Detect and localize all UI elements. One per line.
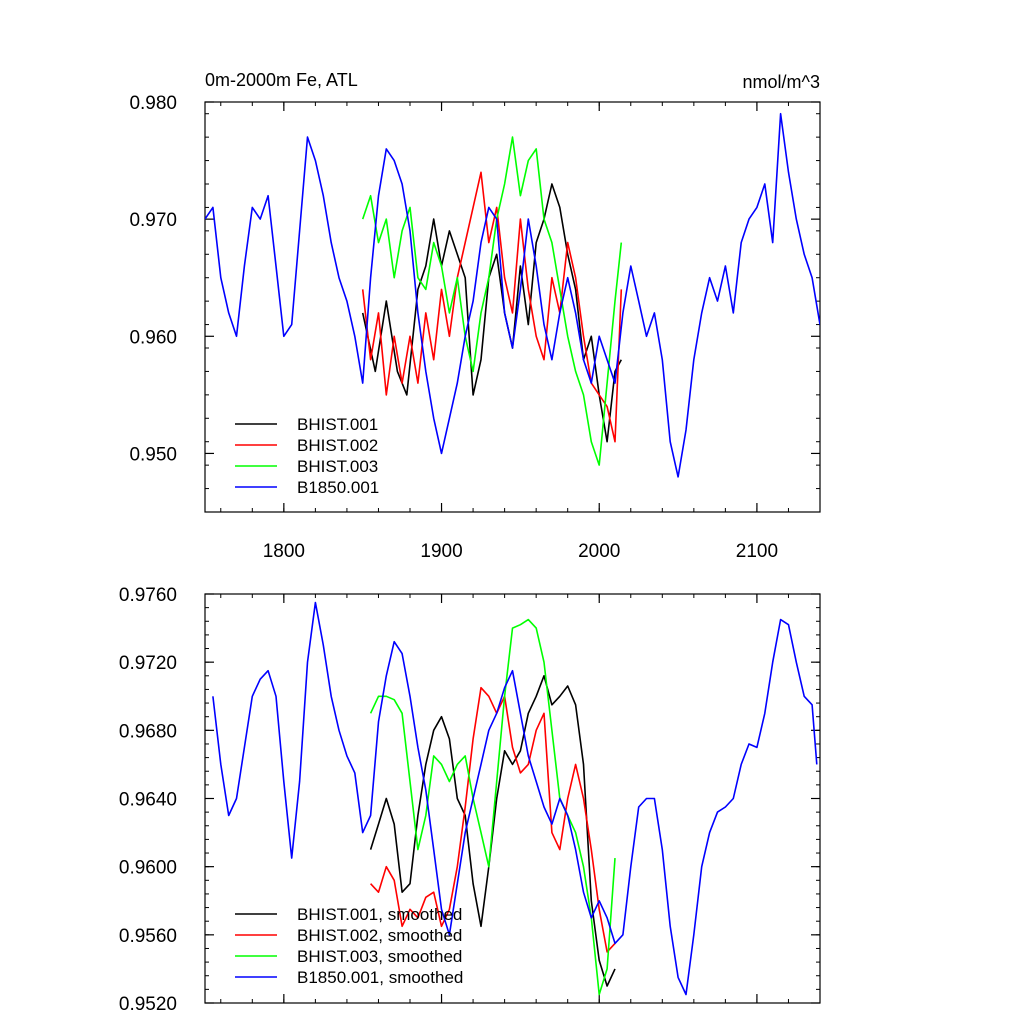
series-line — [361, 171, 623, 443]
y-tick-label: 0.9520 — [119, 994, 177, 1015]
legend-label: B1850.001 — [297, 478, 379, 497]
x-tick-label: 2100 — [736, 541, 778, 562]
legend-label: BHIST.003, smoothed — [297, 947, 462, 966]
y-tick-label: 0.9560 — [119, 926, 177, 947]
series-line — [212, 601, 818, 996]
bottom-panel: 0.9760 0.9720 0.9680 0.9640 0.9600 0.9560 0.95… — [119, 585, 821, 1015]
legend-label: BHIST.001 — [297, 415, 378, 434]
y-tick-label: 0.9760 — [119, 585, 177, 606]
x-tick-label: 1900 — [420, 541, 462, 562]
series-lines — [212, 601, 818, 996]
y-tick-label: 0.9640 — [119, 790, 177, 811]
legend-label: BHIST.002 — [297, 436, 378, 455]
y-tick-label: 0.970 — [129, 210, 177, 231]
legend: BHIST.001, smoothed BHIST.002, smoothed BH… — [235, 905, 463, 987]
legend: BHIST.001 BHIST.002 BHIST.003 B1850.001 — [235, 415, 379, 497]
legend-label: BHIST.003 — [297, 457, 378, 476]
y-axis-ticks: 0.9760 0.9720 0.9680 0.9640 0.9600 0.9560 0.95… — [119, 585, 820, 1015]
y-tick-label: 0.9720 — [119, 653, 177, 674]
legend-label: BHIST.001, smoothed — [297, 905, 462, 924]
units-label: nmol/m^3 — [743, 72, 820, 92]
x-tick-label: 2000 — [578, 541, 620, 562]
chart-title: 0m-2000m Fe, ATL — [205, 70, 358, 90]
series-line — [361, 183, 623, 443]
legend-label: BHIST.002, smoothed — [297, 926, 462, 945]
y-tick-label: 0.9600 — [119, 858, 177, 879]
series-line — [370, 686, 616, 953]
plot-frame — [204, 101, 821, 513]
y-axis-ticks: 0.980 0.970 0.960 0.950 — [129, 93, 820, 513]
legend-label: B1850.001, smoothed — [297, 968, 463, 987]
y-tick-label: 0.960 — [129, 327, 177, 348]
x-axis-ticks — [220, 594, 821, 1003]
y-tick-label: 0.9680 — [119, 721, 177, 742]
x-axis-ticks: 1800 1900 2000 2100 — [220, 102, 821, 562]
y-tick-label: 0.980 — [129, 93, 177, 114]
top-panel: 0.980 0.970 0.960 0.950 1800 1900 2000 2100 0m-2… — [129, 70, 821, 562]
series-line — [361, 136, 623, 466]
x-tick-label: 1800 — [263, 541, 305, 562]
series-line — [205, 112, 820, 478]
series-line — [369, 618, 616, 996]
y-tick-label: 0.950 — [129, 444, 177, 465]
series-lines — [205, 112, 820, 478]
